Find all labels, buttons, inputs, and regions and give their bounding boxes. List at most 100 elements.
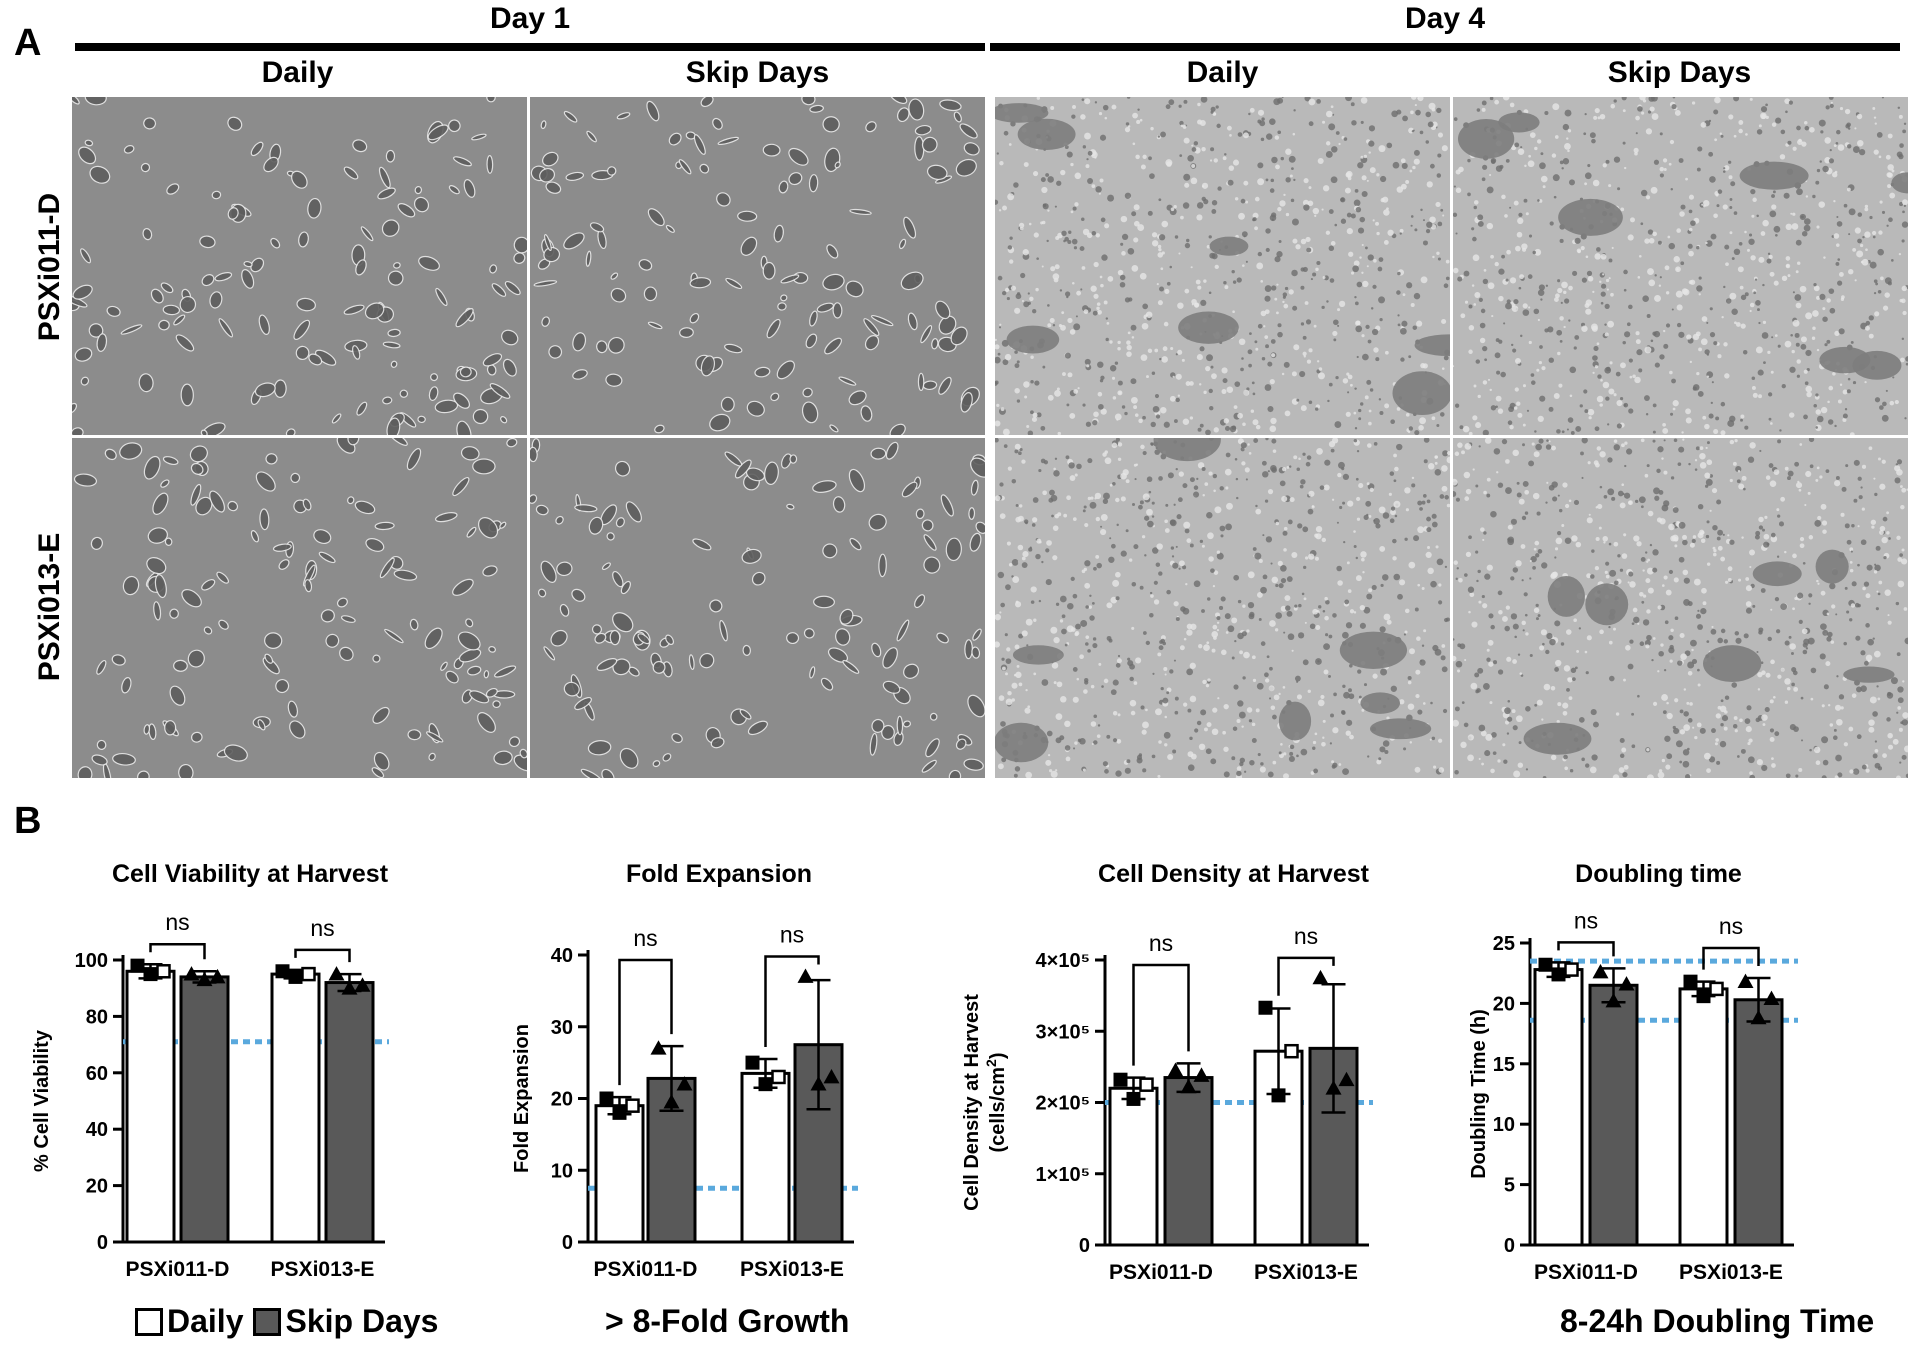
chart-title: Doubling time: [1575, 860, 1742, 888]
micro-psxi013-day1-skip: [530, 438, 985, 778]
data-point: [1683, 974, 1698, 989]
y-tick-label: 10: [1493, 1114, 1515, 1136]
y-tick-label: 1×10⁵: [1036, 1164, 1090, 1186]
data-point: [676, 1076, 693, 1091]
significance-bracket: [1132, 963, 1190, 1066]
data-point: [1551, 967, 1566, 982]
y-tick-label: 10: [551, 1160, 573, 1182]
y-tick-label: 2×10⁵: [1036, 1093, 1090, 1115]
y-axis-label: Fold Expansion: [511, 1024, 533, 1173]
data-point: [341, 980, 358, 995]
data-point: [1284, 1043, 1299, 1059]
bar-skip-0: [1163, 1076, 1214, 1247]
bar-skip-0: [179, 975, 230, 1244]
data-point: [1338, 1071, 1355, 1087]
significance-label: ns: [310, 915, 334, 941]
y-tick-label: 4×10⁵: [1036, 950, 1090, 972]
legend-label-daily: Daily: [167, 1303, 244, 1339]
significance-bracket: [1557, 941, 1615, 957]
micro-psxi011-day4-daily: [995, 97, 1450, 435]
doubling-footer: 8-24h Doubling Time: [1560, 1303, 1875, 1339]
significance-bracket: [764, 955, 820, 1048]
micro-psxi013-day4-skip: [1453, 438, 1908, 778]
y-tick-label: 0: [1079, 1235, 1090, 1257]
data-point: [1126, 1091, 1141, 1106]
significance-label: ns: [1294, 923, 1318, 949]
y-axis-label-units: (cells/cm2): [983, 1052, 1009, 1152]
day4-label: Day 4: [1404, 2, 1486, 35]
bar-daily-0: [594, 1104, 645, 1244]
chart-title: Cell Density at Harvest: [1098, 860, 1370, 888]
chart-title: Cell Viability at Harvest: [112, 860, 389, 888]
data-point: [1763, 990, 1780, 1005]
data-point: [1180, 1078, 1197, 1094]
x-tick-label: PSXi011-D: [1534, 1261, 1638, 1284]
legend-swatch-skip: [253, 1307, 282, 1336]
y-tick-label: 20: [86, 1176, 108, 1198]
row-label-psxi013: PSXi013-E: [33, 532, 66, 682]
chart-title: Fold Expansion: [626, 860, 812, 888]
significance-label: ns: [1719, 913, 1743, 939]
y-tick-label: 20: [1493, 993, 1515, 1015]
data-point: [275, 964, 290, 979]
data-point: [288, 969, 303, 984]
day4-bar: [990, 43, 1900, 51]
bar-skip-1: [1733, 998, 1784, 1247]
row-label-psxi011: PSXi011-D: [33, 192, 66, 342]
x-tick-label: PSXi011-D: [126, 1258, 230, 1281]
y-tick-label: 100: [75, 950, 108, 972]
data-point: [328, 966, 345, 981]
data-point: [797, 968, 814, 983]
significance-label: ns: [633, 925, 657, 951]
chart-doubling-time: Doubling time Doubling Time (h) 0 5 10 15 20 25…: [1440, 790, 1908, 1330]
y-tick-label: 0: [97, 1232, 108, 1254]
bar-skip-0: [1588, 983, 1639, 1247]
y-tick-label: 0: [1504, 1235, 1515, 1257]
legend-swatch-daily: [135, 1307, 163, 1336]
data-point: [1605, 992, 1622, 1008]
data-point: [1193, 1067, 1210, 1082]
significance-label: ns: [165, 909, 189, 935]
significance-label: ns: [1149, 930, 1173, 956]
y-tick-label: 0: [562, 1232, 573, 1254]
y-tick-label: 40: [86, 1119, 108, 1141]
y-axis-label: Cell Density at Harvest: [961, 994, 983, 1211]
x-tick-label: PSXi013-E: [1254, 1261, 1358, 1284]
bar-daily-1: [740, 1071, 791, 1244]
data-point: [196, 971, 213, 987]
data-point: [156, 964, 171, 979]
day4-skip-label: Skip Days: [1607, 56, 1752, 89]
y-tick-label: 40: [551, 945, 573, 967]
bar-skip-1: [324, 981, 375, 1244]
data-point: [354, 977, 371, 992]
chart-fold-expansion: Fold Expansion Fold Expansion 0 10 20 30 40 PSX…: [480, 790, 960, 1330]
x-tick-label: PSXi011-D: [1109, 1261, 1213, 1284]
micro-psxi011-day1-skip: [530, 97, 985, 435]
day1-bar: [75, 43, 985, 51]
legend-item-daily: Daily: [135, 1303, 243, 1340]
y-tick-label: 60: [86, 1063, 108, 1085]
y-tick-label: 30: [551, 1017, 573, 1039]
micro-psxi013-day1-daily: [72, 438, 527, 778]
data-point: [823, 1068, 840, 1084]
data-point: [1312, 969, 1329, 985]
bar-daily-0: [1108, 1086, 1159, 1247]
significance-label: ns: [780, 922, 804, 948]
micro-psxi011-day4-skip: [1453, 97, 1908, 435]
y-tick-label: 20: [551, 1089, 573, 1111]
data-point: [612, 1105, 627, 1120]
y-axis-label: % Cell Viability: [31, 1029, 53, 1172]
bar-daily-1: [1678, 987, 1729, 1247]
y-tick-label: 3×10⁵: [1036, 1021, 1090, 1043]
y-tick-label: 80: [86, 1006, 108, 1028]
data-point: [599, 1091, 614, 1106]
x-tick-label: PSXi013-E: [271, 1258, 375, 1281]
data-point: [1696, 989, 1711, 1004]
chart-cell-viability: Cell Viability at Harvest % Cell Viabilit…: [0, 790, 480, 1330]
data-point: [1750, 1009, 1767, 1025]
micro-psxi011-day1-daily: [72, 97, 527, 435]
legend-item-skip: Skip Days: [253, 1303, 438, 1340]
bar-daily-0: [125, 969, 176, 1244]
data-point: [663, 1094, 680, 1109]
data-point: [758, 1077, 773, 1092]
